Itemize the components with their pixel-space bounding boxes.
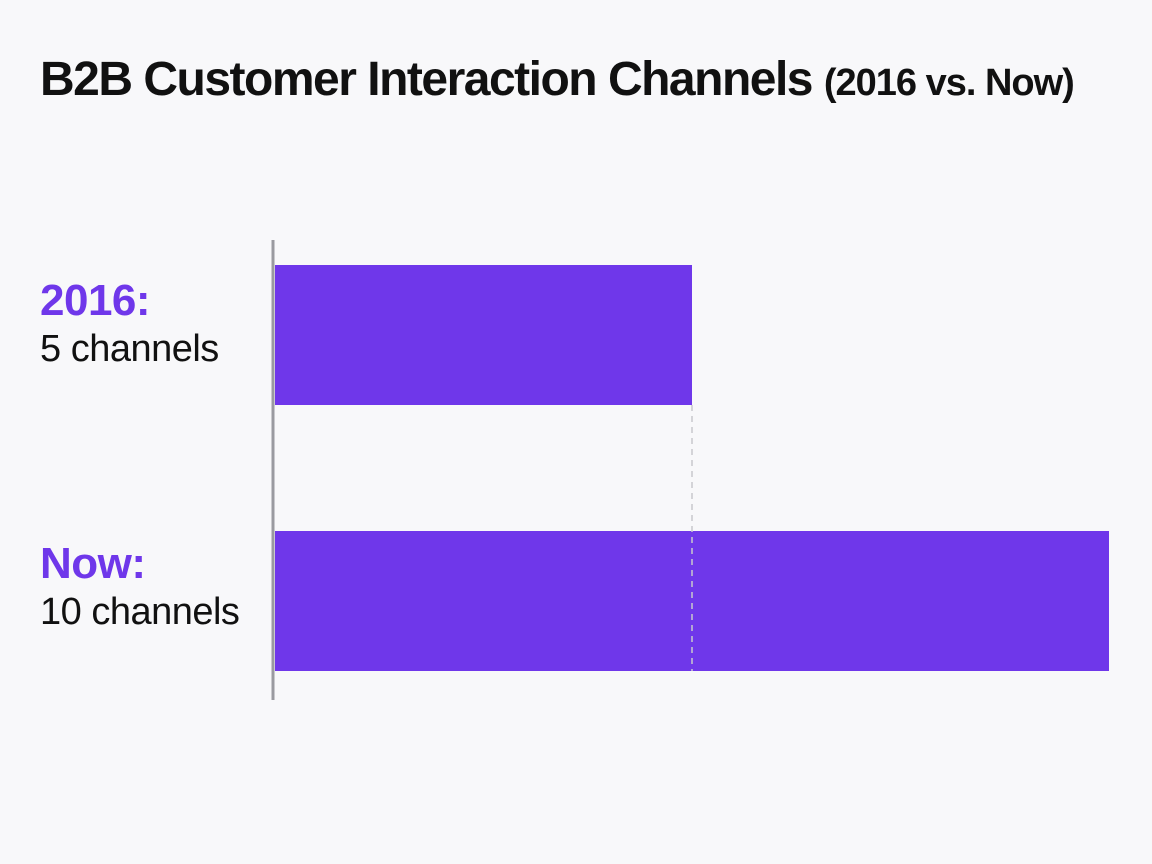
category-label-now: Now: 10 channels [40,539,240,635]
category-label-2016: 2016: 5 channels [40,276,219,372]
category-value-now: 10 channels [40,591,240,633]
chart-title-sub: (2016 vs. Now) [823,62,1075,104]
chart-title-main: B2B Customer Interaction Channels [40,53,813,106]
category-name-2016: 2016: [40,276,151,325]
category-value-2016: 5 channels [40,328,219,370]
category-name-now: Now: [40,539,146,588]
bar-2016 [275,265,692,405]
bars-group [275,265,1109,671]
chart-title: B2B Customer Interaction Channels (2016 … [40,52,1075,107]
